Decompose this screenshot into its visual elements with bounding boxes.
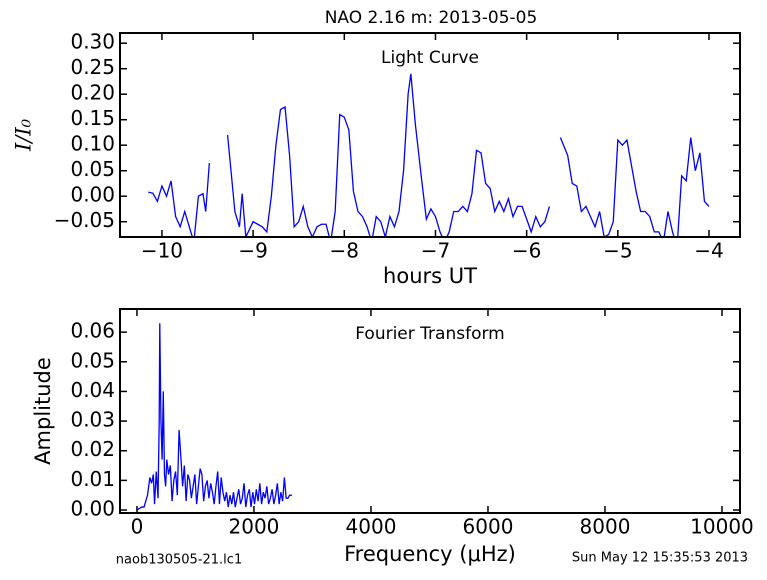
y-tick-label: 0.01 — [70, 467, 115, 491]
data-line — [136, 323, 292, 511]
x-tick-label: 10000 — [690, 515, 754, 539]
chart-title: Light Curve — [381, 48, 479, 68]
x-tick-label: 4000 — [346, 515, 397, 539]
y-tick-label: 0.10 — [70, 132, 115, 156]
y-tick-label: 0.05 — [70, 348, 115, 372]
x-axis-label: Frequency (μHz) — [344, 542, 516, 566]
y-tick-label: 0.15 — [70, 106, 115, 130]
y-tick-label: 0.00 — [70, 183, 115, 207]
y-tick-label: 0.06 — [70, 319, 115, 343]
x-tick-label: −4 — [694, 239, 723, 263]
x-tick-label: −5 — [603, 239, 632, 263]
figure-title: NAO 2.16 m: 2013-05-05 — [325, 8, 538, 28]
y-tick-label: 0.03 — [70, 408, 115, 432]
y-tick-label: 0.05 — [70, 157, 115, 181]
y-tick-label: 0.04 — [70, 378, 115, 402]
x-axis-label: hours UT — [383, 264, 477, 288]
y-tick-label: −0.05 — [54, 208, 115, 232]
x-tick-label: −8 — [330, 239, 359, 263]
x-tick-label: 0 — [131, 515, 144, 539]
y-tick-label: 0.00 — [70, 497, 115, 521]
x-tick-label: −6 — [512, 239, 541, 263]
y-tick-label: 0.25 — [70, 55, 115, 79]
axes-frame — [119, 308, 741, 514]
x-tick-label: −10 — [141, 239, 183, 263]
x-tick-label: 2000 — [229, 515, 280, 539]
data-line — [148, 73, 710, 237]
chart-title: Fourier Transform — [355, 324, 504, 344]
x-tick-label: −9 — [238, 239, 267, 263]
y-axis-label: I/I₀ — [12, 118, 36, 152]
x-tick-label: 6000 — [463, 515, 514, 539]
axes-frame — [119, 32, 741, 238]
y-tick-label: 0.30 — [70, 30, 115, 54]
y-tick-label: 0.20 — [70, 81, 115, 105]
timestamp: Sun May 12 15:35:53 2013 — [572, 551, 748, 566]
file-name: naob130505-21.lc1 — [116, 553, 242, 568]
y-axis-label: Amplitude — [31, 357, 55, 465]
y-tick-label: 0.02 — [70, 437, 115, 461]
x-tick-label: 8000 — [580, 515, 631, 539]
x-tick-label: −7 — [421, 239, 450, 263]
